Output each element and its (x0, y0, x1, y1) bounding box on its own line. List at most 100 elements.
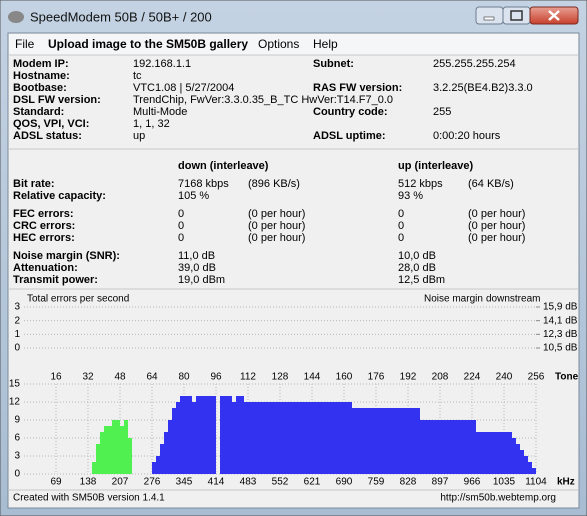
x2-tick-label: 414 (208, 477, 225, 488)
info-value: TrendChip, FwVer:3.3.0.35_B_TC HwVer:T14… (133, 94, 393, 106)
bar (184, 396, 188, 474)
info-label: Modem IP: (13, 58, 69, 70)
bar (392, 408, 396, 474)
x2-axis-label: kHz (557, 477, 575, 488)
bar (104, 426, 108, 474)
bar (460, 420, 464, 474)
bar (396, 408, 400, 474)
bar (204, 396, 208, 474)
bar (444, 420, 448, 474)
bar (464, 420, 468, 474)
info-label: RAS FW version: (313, 82, 402, 94)
x-tick-label: 96 (210, 372, 222, 383)
bar (244, 402, 248, 474)
bar (232, 402, 236, 474)
y-tick-label: 2 (14, 315, 20, 326)
info-value: 0:00:20 hours (433, 130, 501, 142)
bar (332, 402, 336, 474)
bar (280, 402, 284, 474)
x2-tick-label: 138 (80, 477, 97, 488)
menu-bar (9, 34, 578, 55)
x2-tick-label: 207 (112, 477, 129, 488)
legend-label: downstream (486, 294, 540, 305)
stat-label: CRC errors: (13, 220, 75, 232)
x-tick-label: 80 (178, 372, 190, 383)
bar (288, 402, 292, 474)
bar (420, 420, 424, 474)
bar (520, 450, 524, 474)
stat-label: Bit rate: (13, 178, 55, 190)
bar (368, 408, 372, 474)
footer-link[interactable]: http://sm50b.webtemp.org (440, 493, 556, 504)
bar (500, 432, 504, 474)
bar (208, 396, 212, 474)
minimize-button[interactable] (475, 6, 504, 25)
info-value: 255.255.255.254 (433, 58, 516, 70)
bar (436, 420, 440, 474)
stat-label: Noise margin (SNR): (13, 250, 120, 262)
bar (448, 420, 452, 474)
x-tick-label: 208 (432, 372, 449, 383)
bar (224, 396, 228, 474)
bar (400, 408, 404, 474)
bar (424, 420, 428, 474)
x-tick-label: 112 (240, 372, 256, 383)
bar (348, 402, 352, 474)
bar (344, 402, 348, 474)
stat-value: 11,0 dB (178, 250, 215, 262)
x-tick-label: 128 (272, 372, 289, 383)
bar (276, 402, 280, 474)
bar (264, 402, 268, 474)
menu-item[interactable]: Help (313, 37, 338, 51)
info-label: ADSL status: (13, 130, 82, 142)
bar (228, 396, 232, 474)
y2-tick-label: 14,1 dB (543, 315, 578, 326)
x-tick-label: 256 (528, 372, 545, 383)
info-value: Multi-Mode (133, 106, 187, 118)
x2-tick-label: 1035 (493, 477, 516, 488)
bar (164, 432, 168, 474)
stat-value: (896 KB/s) (248, 178, 300, 190)
x2-tick-label: 276 (144, 477, 161, 488)
x2-tick-label: 966 (464, 477, 481, 488)
maximize-button[interactable] (502, 6, 531, 25)
bar (240, 396, 244, 474)
bar (220, 396, 224, 474)
y2-tick-label: 12,3 dB (543, 329, 578, 340)
info-label: ADSL uptime: (313, 130, 386, 142)
bar (508, 432, 512, 474)
bar (188, 396, 192, 474)
bar (172, 408, 176, 474)
x-tick-label: 16 (50, 372, 62, 383)
y-tick-label: 0 (14, 343, 20, 354)
stat-label: Attenuation: (13, 262, 78, 274)
x-tick-label: 240 (496, 372, 513, 383)
bar (168, 420, 172, 474)
column-header: up (interleave) (398, 160, 474, 172)
bar (488, 432, 492, 474)
stat-value: (0 per hour) (248, 220, 305, 232)
bar (352, 408, 356, 474)
x-tick-label: 144 (304, 372, 321, 383)
x2-tick-label: 345 (176, 477, 193, 488)
bar (96, 444, 100, 474)
bar (364, 408, 368, 474)
menu-item[interactable]: Options (258, 37, 299, 51)
menu-item[interactable]: Upload image to the SM50B gallery (48, 37, 248, 51)
y-tick-label: 3 (14, 302, 20, 313)
y-tick-label: 3 (14, 451, 20, 462)
bar (320, 402, 324, 474)
x2-tick-label: 621 (304, 477, 321, 488)
bar (472, 420, 476, 474)
window-title: SpeedModem 50B / 50B+ / 200 (30, 9, 212, 24)
bar (476, 432, 480, 474)
x2-tick-label: 69 (50, 477, 62, 488)
bar (152, 462, 156, 474)
x-tick-label: 64 (146, 372, 158, 383)
bar (236, 396, 240, 474)
menu-item[interactable]: File (15, 37, 35, 51)
info-value: tc (133, 70, 142, 82)
bar (516, 444, 520, 474)
stat-label: HEC errors: (13, 232, 75, 244)
